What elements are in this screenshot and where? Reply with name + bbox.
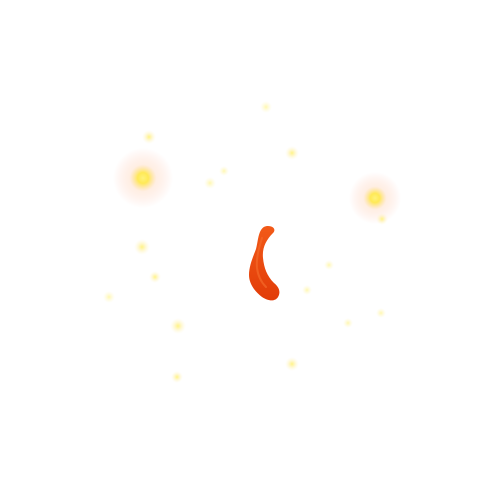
flame-streak <box>249 226 280 301</box>
small-spark <box>260 101 272 113</box>
flame-highlight <box>255 237 267 288</box>
small-spark <box>302 285 312 295</box>
small-spark <box>324 260 334 270</box>
small-spark <box>285 146 299 160</box>
small-spark <box>170 318 186 334</box>
small-spark <box>343 318 353 328</box>
small-spark <box>376 213 388 225</box>
glow-spark-group <box>113 148 401 224</box>
glow-spark <box>113 148 173 208</box>
small-spark <box>142 130 156 144</box>
small-spark <box>376 308 386 318</box>
small-spark <box>285 357 299 371</box>
small-spark <box>219 166 229 176</box>
small-spark <box>103 291 115 303</box>
small-spark <box>134 239 150 255</box>
glow-spark <box>349 172 401 224</box>
small-spark-group <box>103 101 388 383</box>
small-spark <box>171 371 183 383</box>
small-spark <box>204 177 216 189</box>
small-spark <box>149 271 161 283</box>
